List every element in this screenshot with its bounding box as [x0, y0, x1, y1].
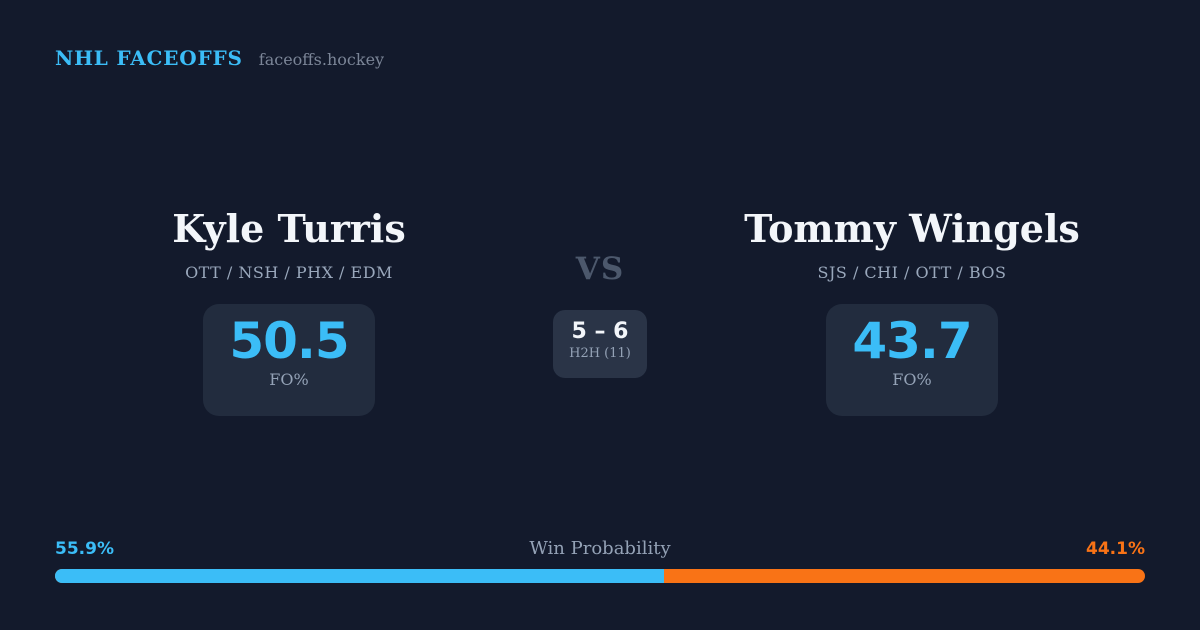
win-probability-right-pct: 44.1%: [1086, 539, 1145, 559]
win-probability-left-pct: 55.9%: [55, 539, 114, 559]
player-right-name: Tommy Wingels: [744, 206, 1080, 251]
site-url: faceoffs.hockey: [258, 50, 385, 69]
h2h-score: 5 – 6: [571, 319, 629, 344]
h2h-box: 5 – 6 H2H (11): [553, 310, 647, 378]
brand-title: NHL FACEOFFS: [55, 46, 243, 70]
header: NHL FACEOFFS faceoffs.hockey: [55, 46, 384, 70]
win-probability-labels: 55.9% Win Probability 44.1%: [55, 538, 1145, 559]
player-left-column: Kyle Turris OTT / NSH / PHX / EDM 50.5 F…: [109, 205, 469, 416]
player-left-name: Kyle Turris: [172, 206, 406, 251]
player-left-fo-label: FO%: [269, 369, 309, 389]
player-left-teams: OTT / NSH / PHX / EDM: [185, 262, 393, 282]
win-probability-bar: [55, 569, 1145, 583]
versus-column: VS 5 – 6 H2H (11): [510, 205, 690, 378]
player-right-fo-value: 43.7: [852, 311, 972, 370]
player-right-column: Tommy Wingels SJS / CHI / OTT / BOS 43.7…: [732, 205, 1092, 416]
h2h-label: H2H (11): [569, 346, 631, 362]
win-probability-section: 55.9% Win Probability 44.1%: [55, 538, 1145, 583]
vs-label: VS: [575, 251, 625, 287]
player-right-stat-box: 43.7 FO%: [826, 303, 998, 416]
player-right-teams: SJS / CHI / OTT / BOS: [817, 262, 1007, 282]
player-right-fo-label: FO%: [892, 369, 932, 389]
player-left-stat-box: 50.5 FO%: [203, 303, 375, 416]
win-probability-title: Win Probability: [529, 538, 671, 559]
win-probability-bar-left-segment: [55, 569, 665, 583]
player-left-fo-value: 50.5: [229, 311, 349, 370]
